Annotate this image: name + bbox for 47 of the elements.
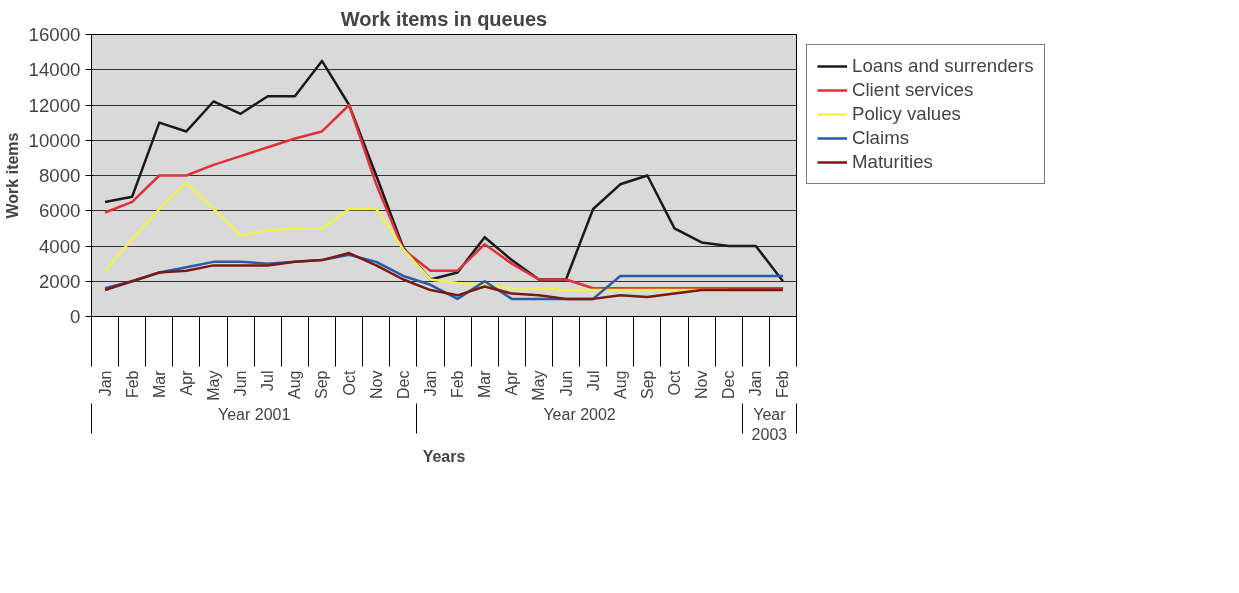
x-tick-label: Sep: [313, 370, 331, 399]
x-tick-label: Feb: [123, 370, 141, 399]
text: Year 2001: [218, 405, 291, 423]
x-tick-label: Sep: [638, 370, 656, 399]
y-tick-label: 16000: [28, 24, 81, 45]
legend-label: Claims: [852, 127, 910, 149]
y-axis-title: Work items: [3, 132, 21, 219]
x-tick-label: Mar: [150, 369, 168, 399]
y-tick-label: 12000: [28, 94, 81, 116]
x-tick-label: Aug: [286, 370, 304, 399]
x-tick-label: Feb: [774, 370, 792, 399]
y-tick-label: 2000: [39, 270, 81, 292]
legend-label: Policy values: [852, 103, 961, 125]
y-tick-label: 10000: [28, 129, 81, 151]
x-tick-label: Apr: [177, 369, 195, 396]
x-tick-label: Oct: [340, 369, 358, 396]
chart-title: Work items in queues: [340, 7, 548, 30]
x-tick-label: Jan: [96, 370, 114, 397]
y-tick-label: 4000: [39, 235, 81, 257]
y-tick-label: 0: [70, 306, 81, 327]
x-tick-label: Jan: [747, 370, 765, 397]
x-tick-label: Dec: [720, 370, 738, 399]
text: Year 2002: [543, 405, 616, 423]
x-tick-label: Nov: [693, 370, 711, 399]
y-tick-label: 14000: [28, 59, 81, 81]
x-tick-label: Feb: [449, 370, 467, 399]
text: Year 2003: [751, 405, 788, 443]
x-tick-label: Dec: [394, 370, 412, 399]
legend-label: Loans and surrenders: [852, 55, 1034, 77]
legend-label: Client services: [852, 79, 974, 101]
y-tick-label: 8000: [39, 165, 81, 186]
legend-label: Maturities: [852, 151, 933, 173]
x-tick-label: Jul: [584, 370, 602, 391]
x-tick-label: Jul: [259, 370, 277, 391]
x-tick-label: Jun: [557, 370, 575, 397]
line-series: [103, 103, 785, 290]
x-tick-label: Apr: [503, 369, 521, 396]
x-tick-label: May: [205, 370, 223, 401]
x-tick-label: Jan: [421, 370, 439, 397]
x-tick-label: Nov: [367, 370, 385, 399]
x-tick-label: Mar: [476, 369, 494, 399]
y-tick-label: 6000: [39, 200, 81, 222]
x-tick-label: Jun: [232, 370, 250, 397]
x-axis-title: Years: [422, 447, 466, 465]
x-tick-label: Oct: [665, 369, 683, 396]
x-tick-label: May: [530, 370, 548, 401]
x-tick-label: Aug: [611, 370, 629, 399]
